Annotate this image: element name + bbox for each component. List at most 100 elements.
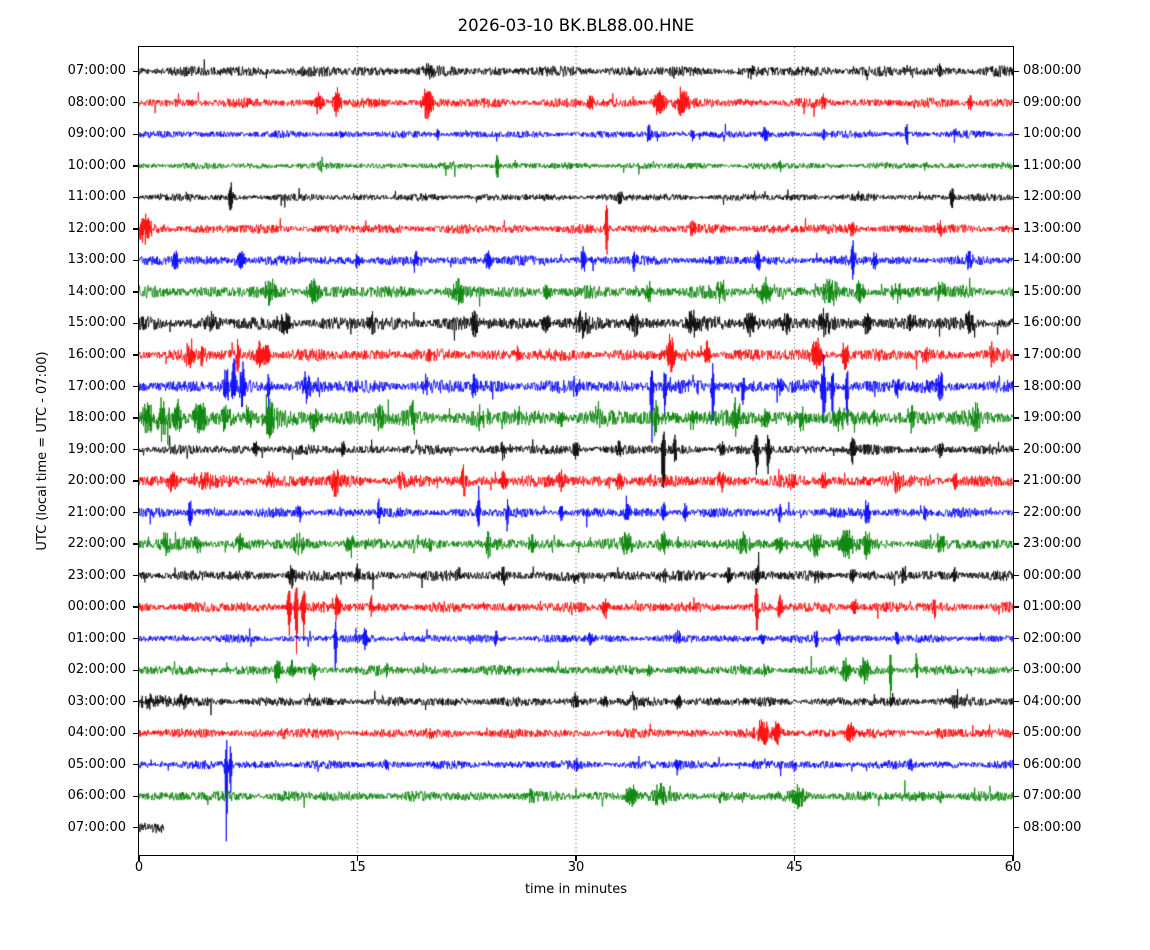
left-utc-time-label: 12:00:00	[67, 220, 126, 236]
left-utc-time-label: 10:00:00	[67, 157, 126, 173]
left-tick-mark	[133, 70, 139, 72]
left-tick-mark	[133, 291, 139, 293]
bottom-tick-mark	[1012, 855, 1014, 861]
right-local-time-label: 01:00:00	[1023, 599, 1082, 615]
right-local-time-label: 10:00:00	[1023, 126, 1082, 142]
left-tick-mark	[133, 102, 139, 104]
left-utc-time-label: 09:00:00	[67, 126, 126, 142]
left-tick-mark	[133, 669, 139, 671]
left-utc-time-label: 13:00:00	[67, 252, 126, 268]
left-utc-time-label: 11:00:00	[67, 189, 126, 205]
left-tick-mark	[133, 606, 139, 608]
plot-frame	[138, 46, 1014, 856]
chart-title: 2026-03-10 BK.BL88.00.HNE	[457, 16, 695, 35]
right-tick-mark	[1013, 511, 1019, 514]
right-tick-mark	[1013, 795, 1019, 797]
x-axis-label: time in minutes	[524, 882, 628, 897]
right-tick-mark	[1013, 606, 1019, 608]
left-utc-time-label: 05:00:00	[67, 756, 126, 772]
right-local-time-label: 03:00:00	[1023, 662, 1082, 678]
right-local-time-label: 15:00:00	[1023, 283, 1082, 299]
right-tick-mark	[1013, 701, 1019, 703]
right-local-time-label: 09:00:00	[1023, 94, 1082, 110]
x-tick-label: 15	[349, 860, 366, 875]
right-tick-mark	[1013, 764, 1019, 766]
right-local-time-label: 18:00:00	[1023, 378, 1082, 394]
right-tick-mark	[1013, 102, 1019, 104]
right-local-time-label: 06:00:00	[1023, 756, 1082, 772]
left-utc-time-label: 14:00:00	[67, 283, 126, 299]
right-local-time-label: 05:00:00	[1023, 725, 1082, 741]
left-tick-mark	[133, 448, 139, 451]
right-local-time-label: 17:00:00	[1023, 346, 1082, 362]
left-utc-time-label: 23:00:00	[67, 567, 126, 583]
right-local-time-label: 11:00:00	[1023, 157, 1082, 173]
right-local-time-label: 04:00:00	[1023, 693, 1082, 709]
left-utc-time-label: 08:00:00	[67, 94, 126, 110]
left-tick-mark	[133, 385, 139, 388]
right-local-time-label: 16:00:00	[1023, 315, 1082, 331]
left-tick-mark	[133, 354, 139, 356]
right-tick-mark	[1013, 543, 1019, 545]
left-tick-mark	[133, 322, 139, 325]
right-tick-mark	[1013, 259, 1019, 262]
right-tick-mark	[1013, 417, 1019, 419]
bottom-tick-mark	[356, 855, 359, 861]
right-tick-mark	[1013, 322, 1019, 325]
right-tick-mark	[1013, 165, 1019, 167]
right-tick-mark	[1013, 448, 1019, 451]
left-tick-mark	[133, 480, 139, 482]
right-tick-mark	[1013, 574, 1019, 577]
left-utc-time-label: 21:00:00	[67, 504, 126, 520]
left-tick-mark	[133, 133, 139, 135]
right-local-time-label: 19:00:00	[1023, 410, 1082, 426]
right-local-time-label: 07:00:00	[1023, 788, 1082, 804]
left-tick-mark	[133, 638, 139, 640]
right-tick-mark	[1013, 827, 1019, 829]
right-local-time-label: 00:00:00	[1023, 567, 1082, 583]
right-local-time-label: 22:00:00	[1023, 504, 1082, 520]
left-utc-time-label: 00:00:00	[67, 599, 126, 615]
left-utc-time-label: 07:00:00	[67, 63, 126, 79]
bottom-tick-mark	[575, 855, 577, 861]
right-tick-mark	[1013, 196, 1019, 199]
left-tick-mark	[133, 701, 139, 703]
left-utc-time-label: 17:00:00	[67, 378, 126, 394]
left-utc-time-label: 16:00:00	[67, 346, 126, 362]
left-utc-time-label: 15:00:00	[67, 315, 126, 331]
left-tick-mark	[133, 511, 139, 514]
x-tick-label: 30	[567, 860, 585, 875]
left-utc-time-label: 20:00:00	[67, 473, 126, 489]
left-tick-mark	[133, 574, 139, 577]
left-tick-mark	[133, 259, 139, 262]
left-utc-time-label: 22:00:00	[67, 536, 126, 552]
right-local-time-label: 20:00:00	[1023, 441, 1082, 457]
left-utc-time-label: 19:00:00	[67, 441, 126, 457]
left-utc-time-label: 07:00:00	[67, 819, 126, 835]
left-utc-time-label: 02:00:00	[67, 662, 126, 678]
left-tick-mark	[133, 764, 139, 766]
x-tick-label: 60	[1004, 860, 1022, 875]
right-tick-mark	[1013, 228, 1019, 230]
right-tick-mark	[1013, 732, 1019, 734]
right-tick-mark	[1013, 133, 1019, 135]
bottom-tick-mark	[138, 855, 140, 861]
left-tick-mark	[133, 795, 139, 797]
right-tick-mark	[1013, 669, 1019, 671]
right-local-time-label: 08:00:00	[1023, 63, 1082, 79]
right-local-time-label: 13:00:00	[1023, 220, 1082, 236]
left-utc-time-label: 01:00:00	[67, 630, 126, 646]
right-tick-mark	[1013, 480, 1019, 482]
right-local-time-label: 23:00:00	[1023, 536, 1082, 552]
right-tick-mark	[1013, 70, 1019, 72]
bottom-tick-mark	[793, 855, 796, 861]
left-tick-mark	[133, 417, 139, 419]
right-tick-mark	[1013, 638, 1019, 640]
right-local-time-label: 12:00:00	[1023, 189, 1082, 205]
trace-plot-area	[139, 47, 1013, 855]
left-utc-time-label: 03:00:00	[67, 693, 126, 709]
left-tick-mark	[133, 827, 139, 829]
right-local-time-label: 21:00:00	[1023, 473, 1082, 489]
right-tick-mark	[1013, 385, 1019, 388]
